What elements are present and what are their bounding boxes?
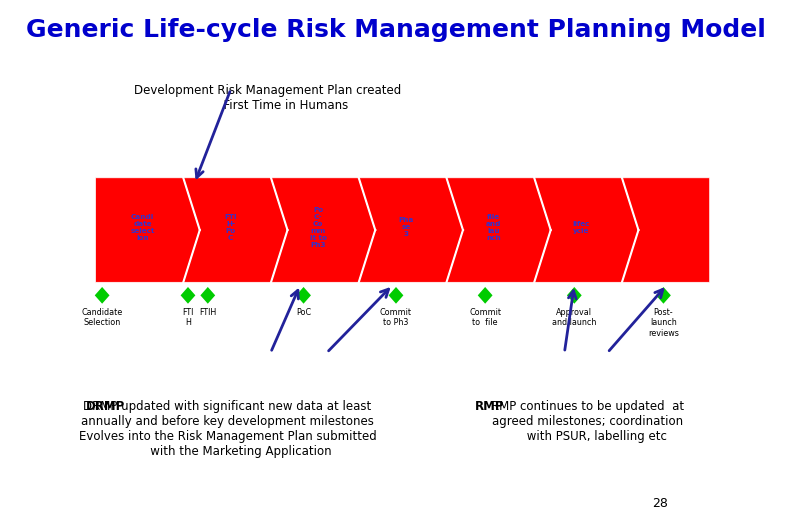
Text: Commit
to Ph3: Commit to Ph3 bbox=[380, 308, 412, 327]
Text: lifec
ycle: lifec ycle bbox=[573, 221, 590, 234]
Text: PoC: PoC bbox=[296, 308, 311, 317]
Polygon shape bbox=[656, 287, 671, 304]
Polygon shape bbox=[567, 287, 581, 304]
Polygon shape bbox=[95, 287, 109, 304]
Text: RMP continues to be updated  at
agreed milestones; coordination
     with PSUR, : RMP continues to be updated at agreed mi… bbox=[491, 400, 684, 443]
Polygon shape bbox=[447, 178, 550, 282]
Text: DRMP updated with significant new data at least
annually and before key developm: DRMP updated with significant new data a… bbox=[78, 400, 376, 458]
Text: file
and
lau
nch: file and lau nch bbox=[486, 214, 501, 241]
Text: Candidate
Selection: Candidate Selection bbox=[82, 308, 123, 327]
Text: RMP: RMP bbox=[475, 400, 505, 413]
Text: FTI
H: FTI H bbox=[182, 308, 194, 327]
Text: Candi
date
select
ion: Candi date select ion bbox=[131, 214, 155, 241]
Text: FTI
H-
Po
C: FTI H- Po C bbox=[224, 214, 237, 241]
Text: Commit
to  file: Commit to file bbox=[469, 308, 501, 327]
Polygon shape bbox=[478, 287, 493, 304]
Polygon shape bbox=[535, 178, 638, 282]
Text: 28: 28 bbox=[652, 496, 668, 510]
Polygon shape bbox=[96, 178, 200, 282]
Polygon shape bbox=[622, 178, 710, 282]
Polygon shape bbox=[271, 178, 375, 282]
Text: Post-
launch
reviews: Post- launch reviews bbox=[648, 308, 679, 338]
Polygon shape bbox=[359, 178, 463, 282]
Text: Generic Life-cycle Risk Management Planning Model: Generic Life-cycle Risk Management Plann… bbox=[26, 18, 766, 42]
Text: Development Risk Management Plan created
          First Time in Humans: Development Risk Management Plan created… bbox=[134, 84, 401, 112]
Polygon shape bbox=[183, 178, 287, 282]
Text: FTIH: FTIH bbox=[199, 308, 216, 317]
Text: DRMP: DRMP bbox=[86, 400, 125, 413]
Polygon shape bbox=[181, 287, 196, 304]
Text: Pha
se
3: Pha se 3 bbox=[398, 218, 413, 238]
Text: Approval
and launch: Approval and launch bbox=[552, 308, 596, 327]
Polygon shape bbox=[389, 287, 403, 304]
Polygon shape bbox=[200, 287, 215, 304]
Text: Po
C-
Co
mm
it to
Ph3: Po C- Co mm it to Ph3 bbox=[310, 207, 326, 248]
Polygon shape bbox=[296, 287, 311, 304]
